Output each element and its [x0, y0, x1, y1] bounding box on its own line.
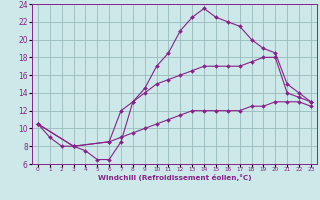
X-axis label: Windchill (Refroidissement éolien,°C): Windchill (Refroidissement éolien,°C): [98, 174, 251, 181]
